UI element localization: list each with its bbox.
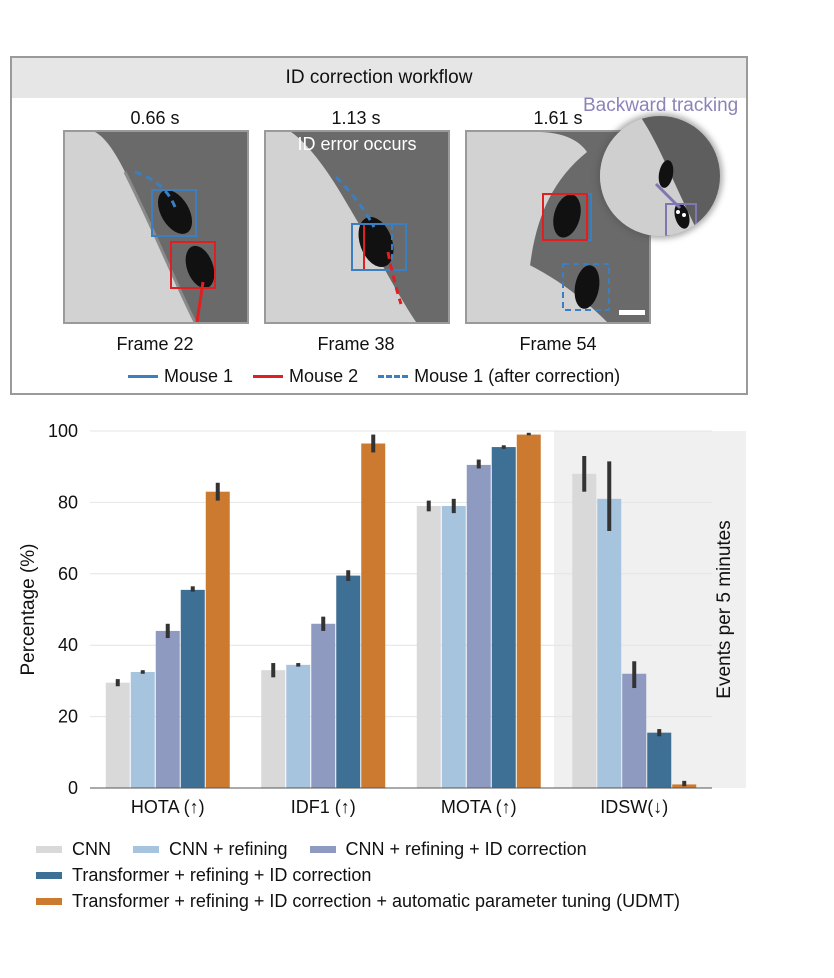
bar <box>466 464 491 788</box>
bar <box>441 505 466 788</box>
y-tick-label: 100 <box>48 421 78 441</box>
bar <box>311 623 336 788</box>
bar <box>597 498 622 788</box>
y-tick-label: 0 <box>68 778 78 798</box>
bar <box>336 575 361 788</box>
y-tick-label: 80 <box>58 492 78 512</box>
secondary-y-axis-label: Events per 5 minutes <box>714 520 735 698</box>
bar <box>205 491 230 788</box>
x-tick-label: IDF1 (↑) <box>291 797 356 817</box>
legend-label-transformer: Transformer + refining + ID correction <box>72 864 372 885</box>
legend-swatch-cnn-refining-id <box>309 845 336 853</box>
workflow-title: ID correction workflow <box>12 58 746 98</box>
frame-label-2: Frame 38 <box>317 334 395 354</box>
legend-label-cnn-refining-id: CNN + refining + ID correction <box>345 838 587 859</box>
bar <box>491 447 516 788</box>
frame-label-3: Frame 54 <box>519 334 597 354</box>
bar <box>416 505 441 788</box>
legend-label-cnn-refining: CNN + refining <box>169 838 288 859</box>
frame-label-1: Frame 22 <box>116 334 194 354</box>
legend-series-cnn-refining: CNN + refining <box>133 839 288 860</box>
legend-mouse-2: Mouse 2 <box>253 366 358 387</box>
legend-label-udmt: Transformer + refining + ID correction +… <box>72 890 681 911</box>
id-error-label: ID error occurs <box>297 134 417 154</box>
legend-mouse-1-label: Mouse 1 <box>164 366 234 386</box>
backward-tracking-magnifier <box>600 116 720 236</box>
y-tick-label: 40 <box>58 635 78 655</box>
legend-mouse-2-label: Mouse 2 <box>289 366 359 386</box>
frame-image-38: ID error occurs <box>264 130 450 324</box>
y-tick-label: 20 <box>58 707 78 727</box>
legend-swatch-cnn <box>36 845 62 853</box>
x-tick-label: IDSW(↓) <box>600 797 668 817</box>
y-axis-label: Percentage (%) <box>18 543 39 675</box>
frame-image-22 <box>63 130 249 324</box>
frame-image-54 <box>465 130 651 324</box>
legend-swatch-cnn-refining <box>133 845 159 853</box>
legend-mouse-1: Mouse 1 <box>128 366 233 387</box>
x-tick-label: HOTA (↑) <box>131 797 205 817</box>
legend-mouse-1-corrected-line <box>378 375 409 378</box>
series-legend: CNN CNN + refining CNN + refining + ID c… <box>36 836 702 914</box>
legend-series-transformer: Transformer + refining + ID correction <box>36 865 371 886</box>
frame-time-1: 0.66 s <box>130 108 180 128</box>
bar <box>622 673 647 788</box>
bar <box>105 682 130 788</box>
bar <box>516 434 541 788</box>
y-tick-label: 60 <box>58 564 78 584</box>
frame-time-2: 1.13 s <box>331 108 381 128</box>
bar <box>130 671 155 788</box>
legend-mouse-1-line <box>128 375 158 378</box>
legend-swatch-transformer <box>36 871 62 879</box>
legend-series-cnn: CNN <box>36 839 111 860</box>
x-tick-label: MOTA (↑) <box>441 797 517 817</box>
bar <box>155 630 180 788</box>
legend-mouse-1-corrected: Mouse 1 (after correction) <box>378 366 620 387</box>
bar <box>180 589 205 788</box>
backward-tracking-label: Backward tracking <box>583 95 739 116</box>
bar <box>572 473 597 788</box>
bar <box>286 664 311 788</box>
track-legend: Mouse 1 Mouse 2 Mouse 1 (after correctio… <box>128 366 620 387</box>
bar <box>261 670 286 788</box>
bar <box>361 443 386 788</box>
legend-mouse-2-line <box>253 375 284 378</box>
legend-series-cnn-refining-id: CNN + refining + ID correction <box>309 838 587 860</box>
legend-mouse-1-corrected-label: Mouse 1 (after correction) <box>414 366 621 386</box>
frame-time-3: 1.61 s <box>533 108 583 128</box>
bar <box>647 732 672 788</box>
legend-series-udmt: Transformer + refining + ID correction +… <box>36 891 680 912</box>
metrics-bar-chart: 0 20 40 60 80 100 HOTA (↑) IDF1 (↑) MOTA (↑) IDSW… <box>18 421 746 817</box>
legend-swatch-udmt <box>36 897 62 905</box>
legend-label-cnn: CNN <box>72 838 111 859</box>
